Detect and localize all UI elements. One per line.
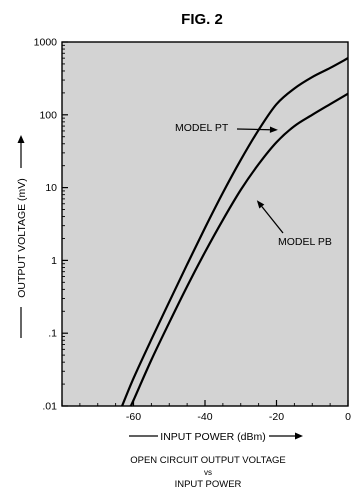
series-line-model-pb bbox=[129, 92, 349, 407]
annotation-arrow-model-pt bbox=[236, 128, 270, 131]
caption-line-1: OPEN CIRCUIT OUTPUT VOLTAGE bbox=[130, 455, 286, 466]
y-tick-label: 1000 bbox=[34, 37, 58, 49]
annotation-layer: MODEL PT MODEL PB bbox=[175, 122, 332, 248]
annotation-arrow-model-pb bbox=[261, 206, 284, 234]
annotation-model-pt: MODEL PT bbox=[175, 122, 229, 134]
caption-line-2: vs bbox=[204, 468, 212, 477]
x-tick-label: 0 bbox=[345, 411, 351, 423]
series-line-model-pt bbox=[121, 57, 349, 407]
x-axis-ticks: -60 -40 -20 0 bbox=[61, 400, 351, 423]
annotation-arrowhead-model-pb bbox=[256, 200, 265, 209]
x-tick-label: -20 bbox=[269, 411, 284, 423]
y-tick-label: 100 bbox=[39, 109, 57, 121]
x-tick-label: -60 bbox=[126, 411, 141, 423]
caption-line-3: INPUT POWER bbox=[175, 479, 242, 490]
series-layer bbox=[121, 57, 349, 407]
plot-area bbox=[61, 41, 349, 407]
figure-title: FIG. 2 bbox=[181, 11, 223, 28]
y-label-arrowhead bbox=[17, 135, 25, 143]
y-axis-label: OUTPUT VOLTAGE (mV) bbox=[16, 178, 28, 298]
y-tick-label: .01 bbox=[42, 401, 57, 413]
y-axis-label-group: OUTPUT VOLTAGE (mV) bbox=[16, 135, 28, 338]
annotation-arrowhead-model-pt bbox=[269, 126, 278, 133]
y-tick-label: 10 bbox=[45, 182, 57, 194]
x-tick-label: -40 bbox=[197, 411, 212, 423]
y-tick-label: 1 bbox=[51, 255, 57, 267]
annotation-model-pb: MODEL PB bbox=[278, 236, 332, 248]
y-tick-label: .1 bbox=[48, 328, 57, 340]
x-label-arrowhead bbox=[295, 432, 303, 440]
y-axis-ticks: .01 .1 1 10 100 1000 bbox=[34, 37, 68, 413]
x-axis-label-group: INPUT POWER (dBm) bbox=[129, 431, 303, 443]
x-axis-label: INPUT POWER (dBm) bbox=[160, 431, 265, 443]
